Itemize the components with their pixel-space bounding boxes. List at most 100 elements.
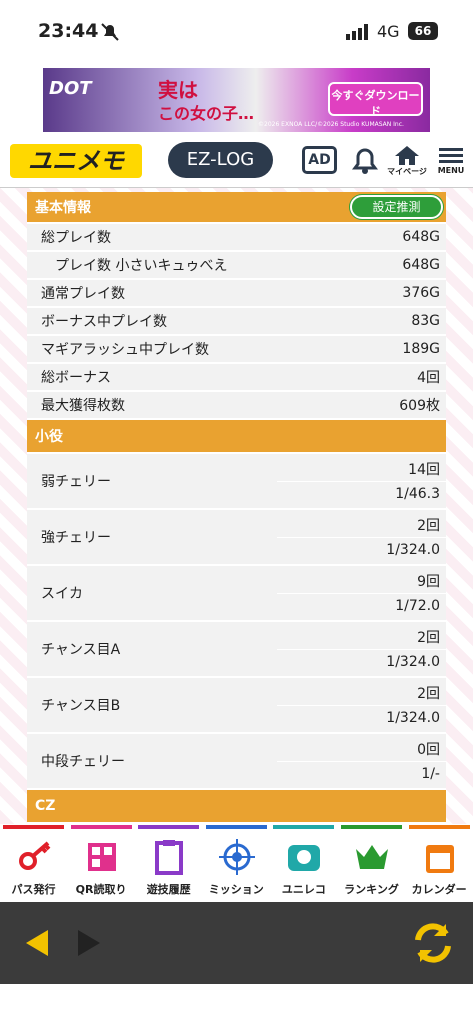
time: 23:44 bbox=[38, 20, 99, 42]
info-row: 最大獲得枚数 609枚 bbox=[27, 392, 446, 420]
nav-icon[interactable] bbox=[151, 839, 187, 875]
ad-headline: この女の子… bbox=[158, 104, 255, 123]
nav-strip bbox=[3, 825, 64, 829]
row-divider bbox=[277, 537, 446, 538]
row-label: スイカ bbox=[41, 586, 83, 602]
nav-label[interactable]: ランキング bbox=[344, 883, 399, 896]
nav-strip bbox=[70, 825, 132, 829]
section-header: 小役 bbox=[27, 420, 446, 452]
nav-icon[interactable] bbox=[218, 839, 255, 875]
row-ratio: 1/46.3 bbox=[395, 486, 440, 502]
nav-strip bbox=[205, 825, 267, 829]
row-value: 609枚 bbox=[399, 398, 440, 414]
ad-banner[interactable]: DOT 実は この女の子… 今すぐダウンロード ©2026 EXNOA LLC/… bbox=[43, 68, 430, 132]
role-row: 弱チェリー 14回 1/46.3 bbox=[27, 454, 446, 510]
logo[interactable]: ユニメモ bbox=[10, 144, 142, 178]
mypage-label[interactable]: マイページ bbox=[387, 167, 427, 176]
row-count: 0回 bbox=[417, 742, 440, 758]
row-value: 376G bbox=[402, 285, 440, 301]
row-divider bbox=[277, 705, 446, 706]
menu-label[interactable]: MENU bbox=[437, 166, 465, 175]
row-label: マギアラッシュ中プレイ数 bbox=[41, 342, 209, 358]
battery: 66 bbox=[408, 22, 438, 40]
row-count: 2回 bbox=[417, 686, 440, 702]
section-title: 基本情報 bbox=[35, 200, 91, 216]
row-value: 648G bbox=[402, 229, 440, 245]
nav-label[interactable]: パス発行 bbox=[11, 883, 56, 896]
row-label: 通常プレイ数 bbox=[41, 286, 125, 302]
nav-label[interactable]: カレンダー bbox=[411, 883, 467, 896]
nav-label[interactable]: QR読取り bbox=[75, 883, 127, 896]
row-label: 中段チェリー bbox=[41, 754, 125, 770]
browser-bar bbox=[0, 902, 473, 984]
ad-headline: 実は bbox=[158, 78, 198, 102]
home-icon[interactable] bbox=[394, 144, 420, 166]
row-ratio: 1/72.0 bbox=[395, 598, 440, 614]
estimate-button[interactable]: 設定推測 bbox=[350, 195, 443, 219]
info-row: ボーナス中プレイ数 83G bbox=[27, 308, 446, 336]
ad-button[interactable]: AD bbox=[302, 146, 337, 174]
nav-icon[interactable] bbox=[422, 839, 458, 875]
nav-label[interactable]: ミッション bbox=[208, 883, 264, 896]
section-title: 小役 bbox=[35, 429, 63, 445]
row-label: 最大獲得枚数 bbox=[41, 398, 125, 414]
nav-strip bbox=[273, 825, 335, 829]
row-value: 4回 bbox=[417, 370, 440, 386]
network: 4G bbox=[377, 22, 400, 41]
nav-icon[interactable] bbox=[286, 839, 322, 875]
nav-strip bbox=[138, 825, 200, 829]
row-ratio: 1/- bbox=[421, 766, 440, 782]
role-row: 中段チェリー 0回 1/- bbox=[27, 734, 446, 790]
row-label: 総ボーナス bbox=[41, 370, 111, 386]
row-count: 2回 bbox=[417, 630, 440, 646]
row-divider bbox=[277, 481, 446, 482]
reload-icon[interactable] bbox=[410, 920, 456, 966]
row-value: 189G bbox=[402, 341, 440, 357]
nav-label[interactable]: ユニレコ bbox=[281, 883, 326, 896]
row-count: 14回 bbox=[408, 462, 440, 478]
row-label: ボーナス中プレイ数 bbox=[41, 314, 167, 330]
row-label: 総プレイ数 bbox=[41, 230, 111, 246]
nav-arrows[interactable] bbox=[24, 928, 104, 958]
row-label: チャンス目B bbox=[41, 698, 121, 714]
nav-label[interactable]: 遊技履歴 bbox=[146, 883, 191, 896]
content: 基本情報 設定推測 総プレイ数 648G プレイ数 小さいキュゥべえ 648G 通常プレ… bbox=[27, 192, 446, 824]
row-divider bbox=[277, 761, 446, 762]
bottom-nav: パス発行 QR読取り 遊技履歴 ミッション ユニレコ ランキング カレンダー bbox=[0, 825, 473, 902]
ad-button[interactable]: 今すぐダウンロード bbox=[328, 82, 423, 118]
ez-log-button[interactable]: EZ-LOG bbox=[168, 142, 273, 178]
row-count: 2回 bbox=[417, 518, 440, 534]
info-row: 通常プレイ数 376G bbox=[27, 280, 446, 308]
section-title: CZ bbox=[35, 798, 56, 814]
mute-icon bbox=[101, 23, 119, 41]
row-label: チャンス目A bbox=[41, 642, 121, 658]
menu-icon[interactable] bbox=[439, 148, 463, 164]
row-divider bbox=[277, 593, 446, 594]
role-row: スイカ 9回 1/72.0 bbox=[27, 566, 446, 622]
nav-icon[interactable] bbox=[354, 839, 390, 875]
section-header: CZ bbox=[27, 790, 446, 822]
info-row: 総プレイ数 648G bbox=[27, 224, 446, 252]
bell-icon[interactable] bbox=[350, 144, 380, 176]
role-row: チャンス目B 2回 1/324.0 bbox=[27, 678, 446, 734]
row-label: 強チェリー bbox=[41, 530, 111, 546]
row-ratio: 1/324.0 bbox=[386, 542, 440, 558]
info-row: マギアラッシュ中プレイ数 189G bbox=[27, 336, 446, 364]
row-ratio: 1/324.0 bbox=[386, 710, 440, 726]
role-row: チャンス目A 2回 1/324.0 bbox=[27, 622, 446, 678]
info-row: プレイ数 小さいキュゥべえ 648G bbox=[27, 252, 446, 280]
row-count: 9回 bbox=[417, 574, 440, 590]
nav-strip bbox=[408, 825, 470, 829]
row-divider bbox=[277, 649, 446, 650]
nav-strip bbox=[341, 825, 402, 829]
ad-logo: DOT bbox=[49, 78, 92, 99]
ad-copyright: ©2026 EXNOA LLC/©2026 Studio KUMASAN Inc… bbox=[258, 121, 404, 128]
divider bbox=[0, 187, 473, 188]
row-value: 83G bbox=[411, 313, 440, 329]
nav-icon[interactable] bbox=[84, 839, 120, 875]
row-value: 648G bbox=[402, 257, 440, 273]
nav-icon[interactable] bbox=[16, 839, 52, 875]
info-row: 総ボーナス 4回 bbox=[27, 364, 446, 392]
row-label: 弱チェリー bbox=[41, 474, 111, 490]
